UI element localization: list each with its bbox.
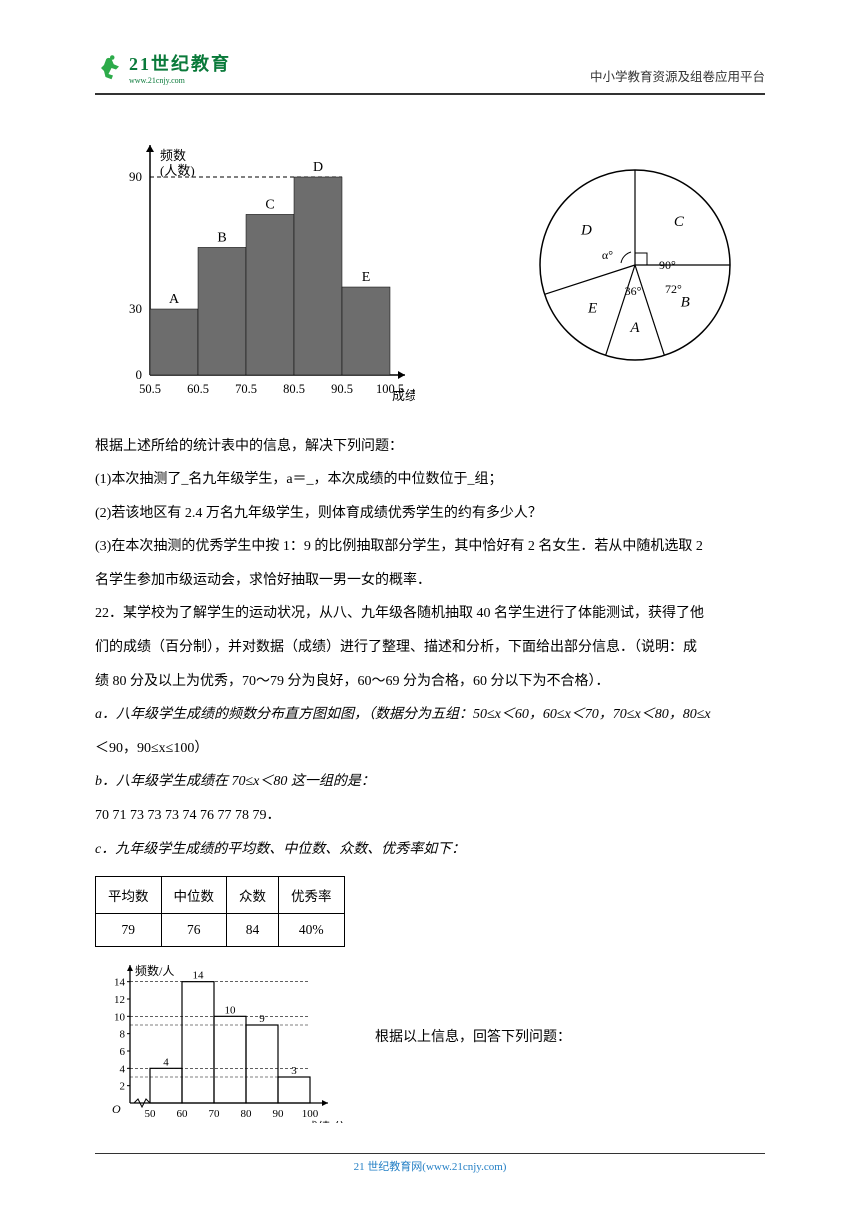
svg-text:30: 30: [129, 301, 142, 316]
svg-text:10: 10: [225, 1005, 237, 1017]
svg-text:60.5: 60.5: [187, 382, 209, 396]
q22c-text: 绩 80 分及以上为优秀，70～79 分为良好，60～69 分为合格，60 分以…: [95, 665, 765, 699]
svg-text:90: 90: [273, 1108, 285, 1120]
svg-text:D: D: [313, 160, 323, 175]
bar-chart-1: 03090频数(人数)成绩/分50.560.570.580.590.5100.5…: [95, 125, 415, 405]
table-header: 中位数: [161, 877, 227, 914]
svg-text:频数: 频数: [160, 148, 186, 163]
table-header: 平均数: [96, 877, 162, 914]
svg-text:α°: α°: [602, 248, 613, 262]
q1-text: (1)本次抽测了_名九年级学生，a＝_，本次成绩的中位数位于_组；: [95, 463, 765, 497]
svg-text:2: 2: [120, 1081, 126, 1093]
svg-text:4: 4: [120, 1064, 126, 1076]
q22a-text: 22．某学校为了解学生的运动状况，从八、九年级各随机抽取 40 名学生进行了体能…: [95, 597, 765, 631]
table-data-row: 79768440%: [96, 914, 345, 947]
svg-text:90.5: 90.5: [331, 382, 353, 396]
svg-text:36°: 36°: [625, 284, 642, 298]
svg-text:6: 6: [120, 1046, 126, 1058]
table-cell: 84: [227, 914, 279, 947]
svg-text:12: 12: [114, 994, 125, 1006]
header-right-text: 中小学教育资源及组卷应用平台: [590, 66, 765, 85]
logo: 21世纪教育 www.21cnjy.com: [95, 50, 231, 85]
pb2-text: 70 71 73 73 73 74 76 77 78 79．: [95, 799, 765, 833]
svg-text:14: 14: [114, 977, 126, 989]
q3a-text: (3)在本次抽测的优秀学生中按 1：9 的比例抽取部分学生，其中恰好有 2 名女…: [95, 530, 765, 564]
table-cell: 76: [161, 914, 227, 947]
svg-text:100: 100: [302, 1108, 319, 1120]
svg-text:80: 80: [241, 1108, 253, 1120]
q22b-text: 们的成绩（百分制），并对数据（成绩）进行了整理、描述和分析，下面给出部分信息．（…: [95, 631, 765, 665]
svg-text:70: 70: [209, 1108, 221, 1120]
svg-text:9: 9: [259, 1013, 265, 1025]
intro-text: 根据上述所给的统计表中的信息，解决下列问题：: [95, 430, 765, 464]
pa1-text: a．八年级学生成绩的频数分布直方图如图，（数据分为五组：50≤x＜60，60≤x…: [95, 698, 765, 732]
pa2-text: ＜90，90≤x≤100）: [95, 732, 765, 766]
svg-text:60: 60: [177, 1108, 189, 1120]
svg-text:90: 90: [129, 169, 142, 184]
svg-text:E: E: [587, 300, 597, 316]
svg-text:80.5: 80.5: [283, 382, 305, 396]
q3b-text: 名学生参加市级运动会，求恰好抽取一男一女的概率．: [95, 564, 765, 598]
svg-text:(人数): (人数): [160, 163, 195, 178]
table-header: 优秀率: [279, 877, 345, 914]
svg-text:0: 0: [136, 367, 143, 382]
svg-text:70.5: 70.5: [235, 382, 257, 396]
runner-icon: [95, 53, 125, 83]
svg-text:4: 4: [163, 1057, 169, 1069]
svg-text:14: 14: [193, 970, 205, 982]
stats-table: 平均数中位数众数优秀率 79768440%: [95, 876, 345, 947]
svg-text:O: O: [112, 1102, 121, 1116]
svg-text:100.5: 100.5: [376, 382, 404, 396]
pc-text: c．九年级学生成绩的平均数、中位数、众数、优秀率如下：: [95, 833, 765, 867]
footer-text: 21 世纪教育网(www.21cnjy.com): [95, 1158, 765, 1174]
svg-text:频数/人: 频数/人: [135, 963, 174, 978]
svg-text:A: A: [629, 320, 640, 336]
svg-text:3: 3: [291, 1065, 297, 1077]
table-header-row: 平均数中位数众数优秀率: [96, 877, 345, 914]
pb1-text: b．八年级学生成绩在 70≤x＜80 这一组的是：: [95, 765, 765, 799]
svg-text:90°: 90°: [659, 258, 676, 272]
svg-text:50.5: 50.5: [139, 382, 161, 396]
question-text: 根据上述所给的统计表中的信息，解决下列问题： (1)本次抽测了_名九年级学生，a…: [95, 430, 765, 867]
svg-text:D: D: [580, 222, 592, 238]
header-divider: [95, 93, 765, 95]
logo-text: 21世纪教育: [129, 50, 231, 76]
charts-row: 03090频数(人数)成绩/分50.560.570.580.590.5100.5…: [95, 125, 765, 405]
bar-chart-2: 2 4 6 8 10 12 14 O 频数/人成绩/分 50 60 70 80 90 100 4 14 10 9 3: [95, 953, 345, 1123]
svg-text:8: 8: [120, 1029, 126, 1041]
table-cell: 79: [96, 914, 162, 947]
after-table-text: 根据以上信息，回答下列问题：: [375, 1021, 765, 1055]
svg-text:C: C: [265, 197, 274, 212]
page-header: 21世纪教育 www.21cnjy.com 中小学教育资源及组卷应用平台: [95, 50, 765, 85]
pie-chart: C D E A B 90° 72° 36° α°: [505, 150, 765, 380]
svg-text:成绩/分: 成绩/分: [306, 1120, 345, 1123]
table-cell: 40%: [279, 914, 345, 947]
svg-text:B: B: [681, 294, 690, 310]
svg-text:50: 50: [145, 1108, 157, 1120]
svg-text:C: C: [674, 214, 685, 230]
svg-text:10: 10: [114, 1012, 126, 1024]
svg-text:A: A: [169, 292, 180, 307]
table-header: 众数: [227, 877, 279, 914]
logo-url: www.21cnjy.com: [129, 76, 231, 85]
footer-divider: [95, 1153, 765, 1154]
svg-text:B: B: [217, 230, 226, 245]
svg-text:E: E: [362, 270, 371, 285]
svg-text:72°: 72°: [665, 282, 682, 296]
q2-text: (2)若该地区有 2.4 万名九年级学生，则体育成绩优秀学生的约有多少人？: [95, 497, 765, 531]
chart2-row: 2468101214O频数/人成绩/分50607080901004141093 …: [95, 953, 765, 1123]
